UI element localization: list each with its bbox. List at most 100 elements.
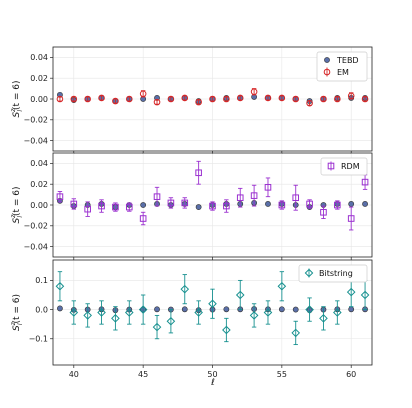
data-point xyxy=(70,200,78,208)
data-point xyxy=(278,201,286,209)
data-point xyxy=(320,208,327,216)
data-point xyxy=(305,305,314,314)
data-point xyxy=(181,306,188,313)
data-point xyxy=(222,325,231,335)
legend-label: EM xyxy=(337,68,349,77)
y-tick-label: 0.1 xyxy=(35,276,48,285)
data-point xyxy=(69,308,79,317)
y-tick-label: 0.02 xyxy=(30,74,48,83)
data-point xyxy=(84,205,91,213)
series-em xyxy=(56,88,369,107)
panels: −0.04 −0.02 0.00 0.02 0.04 Szl(t = 6) TEBD EM −0… xyxy=(10,46,373,379)
data-point xyxy=(236,194,244,202)
data-point xyxy=(278,306,285,313)
data-point xyxy=(153,98,161,106)
x-tick-label: 50 xyxy=(207,370,217,379)
data-point xyxy=(181,199,189,207)
data-point xyxy=(56,95,64,103)
legend-marker xyxy=(323,68,331,76)
data-point xyxy=(292,306,299,313)
data-point xyxy=(112,97,119,105)
data-point xyxy=(70,95,78,103)
y-axis-label: Szl(t = 6) xyxy=(10,80,24,117)
data-point xyxy=(320,95,327,103)
legend: RDM xyxy=(320,157,368,176)
y-axis-label: Szl(t = 6) xyxy=(10,186,24,223)
data-point xyxy=(236,94,244,102)
x-tick-label: 55 xyxy=(277,370,287,379)
data-point xyxy=(278,94,286,102)
legend-box xyxy=(320,157,368,176)
data-point xyxy=(334,201,341,209)
data-point xyxy=(194,308,203,317)
data-point xyxy=(56,193,64,200)
panel-2: −0.04 −0.02 0.00 0.02 0.04 Szl(t = 6) RDM xyxy=(10,152,373,260)
y-tick-label: −0.02 xyxy=(23,116,48,125)
data-point xyxy=(347,215,355,222)
data-point xyxy=(361,178,369,186)
data-point xyxy=(195,98,202,106)
data-point xyxy=(306,99,313,107)
data-point xyxy=(125,203,133,211)
data-point xyxy=(347,92,355,100)
data-point xyxy=(263,308,273,317)
data-point xyxy=(223,202,230,210)
y-axis-label: Szl(t = 6) xyxy=(10,294,24,331)
data-point xyxy=(361,95,369,103)
data-point xyxy=(166,316,176,326)
data-point xyxy=(277,281,287,291)
data-point xyxy=(348,201,355,207)
data-point xyxy=(152,322,162,332)
x-tick-label: 40 xyxy=(69,370,79,379)
y-tick-label: −0.04 xyxy=(23,136,48,145)
legend-label: RDM xyxy=(341,162,360,171)
data-point xyxy=(84,95,91,103)
data-point xyxy=(57,305,63,312)
data-point xyxy=(195,169,202,177)
y-tick-label: −0.1 xyxy=(29,335,48,344)
panel-3: −0.1 0.0 0.1 40 45 50 55 60 Szl(t = 6) Bitstring xyxy=(10,259,373,379)
y-tick-label: −0.04 xyxy=(23,242,48,251)
legend: TEBD EM xyxy=(316,51,368,82)
data-point xyxy=(98,202,105,210)
data-point xyxy=(167,95,175,103)
data-point xyxy=(348,306,355,313)
legend-marker xyxy=(304,268,314,278)
data-point xyxy=(250,192,258,199)
y-tick-label: 0.04 xyxy=(30,159,48,168)
data-point xyxy=(153,193,161,200)
data-point xyxy=(180,284,190,294)
data-point xyxy=(264,184,272,191)
data-point xyxy=(223,95,230,103)
data-point xyxy=(195,204,202,210)
series-bitstring xyxy=(55,271,370,346)
data-point xyxy=(360,290,370,300)
data-point xyxy=(98,94,105,102)
data-point xyxy=(111,314,120,323)
x-axis-label: ℓ xyxy=(210,378,215,388)
panel-1: −0.04 −0.02 0.00 0.02 0.04 Szl(t = 6) TEBD EM xyxy=(10,46,373,154)
data-point xyxy=(138,305,148,314)
data-point xyxy=(154,306,160,313)
data-point xyxy=(249,311,259,320)
data-point xyxy=(346,287,356,297)
data-point xyxy=(209,202,216,210)
y-tick-label: 0.0 xyxy=(35,305,48,314)
y-tick-label: 0.02 xyxy=(30,180,48,189)
data-point xyxy=(319,314,328,323)
data-point xyxy=(235,290,245,300)
data-point xyxy=(97,308,106,317)
data-point xyxy=(334,95,341,103)
legend-label: TEBD xyxy=(336,56,359,65)
data-point xyxy=(292,95,300,103)
data-point xyxy=(362,201,368,207)
data-point xyxy=(208,299,217,309)
y-tick-label: 0.00 xyxy=(30,201,48,210)
data-point xyxy=(306,200,313,208)
data-point xyxy=(112,203,119,211)
data-point xyxy=(291,328,301,338)
data-point xyxy=(264,94,272,102)
data-point xyxy=(209,95,216,103)
data-point xyxy=(333,308,342,317)
